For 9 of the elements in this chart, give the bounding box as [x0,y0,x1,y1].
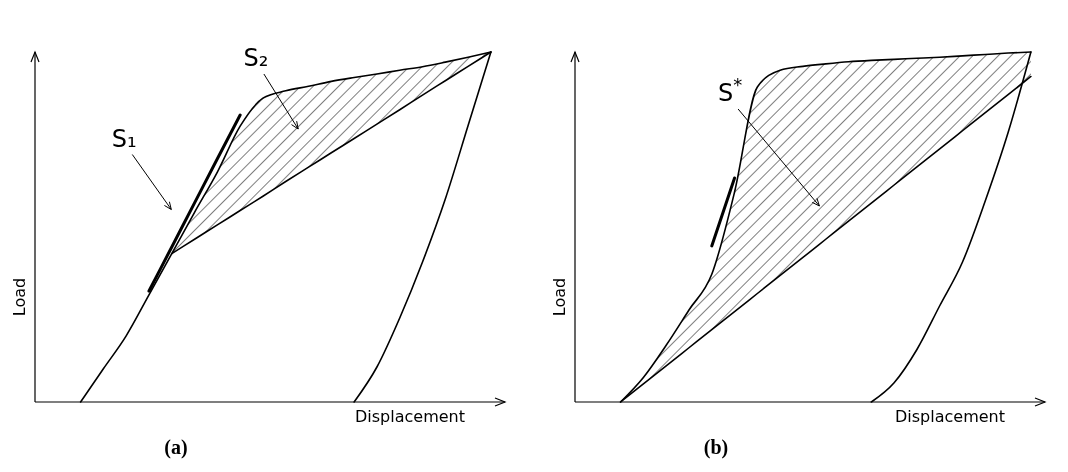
y-axis-title: Load [10,277,29,317]
text: (a) [164,436,188,459]
x-axis-title: Displacement [355,407,465,426]
annotation: S₂ [243,44,269,72]
text: (b) [703,436,729,459]
annotation: S$^{*}$ [717,73,743,107]
x-axis-title: Displacement [895,407,1005,426]
y-axis-title: Load [550,277,569,317]
annotation: S₁ [111,124,137,153]
